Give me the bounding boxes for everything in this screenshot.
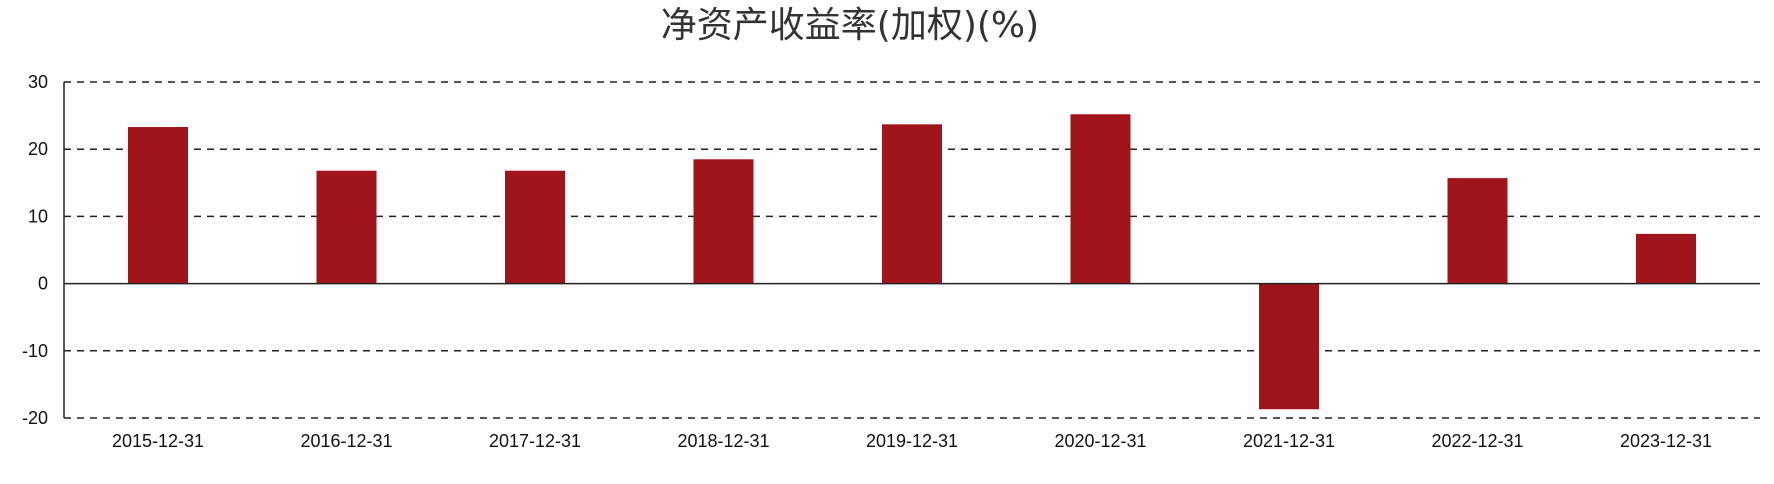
x-tick-label: 2019-12-31 — [866, 431, 958, 451]
y-tick-label: 0 — [38, 274, 48, 294]
bar-2016-12-31 — [316, 170, 377, 284]
bar-2020-12-31 — [1070, 114, 1131, 284]
bar-2022-12-31 — [1447, 178, 1508, 284]
x-axis-ticks: 2015-12-31 2016-12-31 2017-12-31 2018-12-31… — [112, 431, 1712, 451]
x-tick-label: 2020-12-31 — [1054, 431, 1146, 451]
x-tick-label: 2015-12-31 — [112, 431, 204, 451]
x-tick-label: 2022-12-31 — [1431, 431, 1523, 451]
y-tick-label: 20 — [28, 139, 48, 159]
y-tick-label: 30 — [28, 72, 48, 92]
bar-2023-12-31 — [1636, 233, 1696, 284]
x-tick-label: 2016-12-31 — [300, 431, 392, 451]
bar-2019-12-31 — [882, 124, 942, 284]
bar-2021-12-31 — [1259, 283, 1319, 410]
x-tick-label: 2018-12-31 — [677, 431, 769, 451]
x-tick-label: 2017-12-31 — [489, 431, 581, 451]
bar-2017-12-31 — [505, 170, 565, 284]
y-tick-label: 10 — [28, 206, 48, 226]
y-tick-label: -10 — [22, 341, 48, 361]
axes — [63, 82, 1760, 418]
bar-2018-12-31 — [693, 159, 754, 284]
y-tick-label: -20 — [22, 408, 48, 428]
y-axis-ticks: 30 20 10 0 -10 -20 — [22, 72, 48, 428]
bar-2015-12-31 — [128, 127, 188, 284]
x-tick-label: 2021-12-31 — [1243, 431, 1335, 451]
chart-title: 净资产收益率(加权)(%) — [661, 5, 1039, 46]
bars — [128, 114, 1696, 410]
x-tick-label: 2023-12-31 — [1620, 431, 1712, 451]
